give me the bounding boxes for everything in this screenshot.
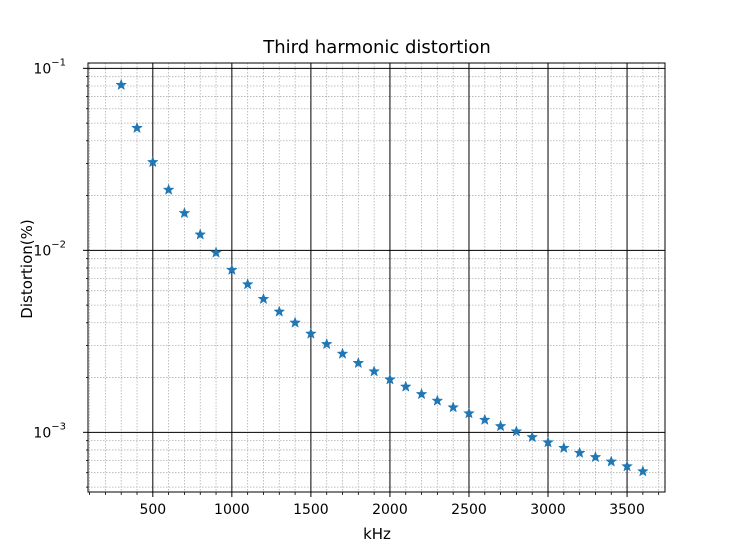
y-tick-label: 10−2 xyxy=(33,239,66,259)
x-tick-label: 3500 xyxy=(609,502,645,518)
data-point xyxy=(478,413,491,425)
x-tick-label: 2000 xyxy=(372,502,408,518)
data-point xyxy=(384,373,396,385)
data-point xyxy=(241,278,254,290)
data-point xyxy=(210,246,222,258)
y-axis-label: Distortion(%) xyxy=(18,219,36,318)
data-point xyxy=(368,365,381,377)
data-point xyxy=(225,263,238,276)
data-point xyxy=(336,347,349,359)
data-point xyxy=(542,436,554,448)
data-point xyxy=(573,446,586,459)
data-point xyxy=(194,228,207,240)
y-tick-label: 10−3 xyxy=(33,421,66,441)
data-point xyxy=(636,465,649,477)
plot-area: 500 1000 1500 2000 2500 3000 3500 10−1 10−2 10−3 xyxy=(33,57,666,518)
data-point xyxy=(289,316,302,328)
x-tick-label: 1000 xyxy=(214,502,250,518)
data-point xyxy=(257,292,270,305)
data-point xyxy=(320,337,333,350)
plot-frame xyxy=(87,62,666,493)
data-point xyxy=(162,183,175,195)
data-point xyxy=(463,407,475,419)
x-tick-label: 1500 xyxy=(293,502,329,518)
x-tick-label: 500 xyxy=(139,502,166,518)
data-point xyxy=(526,431,539,443)
data-point xyxy=(178,206,191,219)
data-point xyxy=(447,401,460,413)
data-point xyxy=(415,387,428,400)
data-point xyxy=(399,380,412,392)
data-point xyxy=(494,420,507,432)
data-point xyxy=(589,450,602,463)
data-point xyxy=(510,425,523,437)
chart-title: Third harmonic distortion xyxy=(262,37,491,58)
data-point xyxy=(621,460,633,472)
y-tick-label: 10−1 xyxy=(33,57,66,77)
data-point xyxy=(605,455,618,467)
data-point xyxy=(115,78,128,91)
x-tick-label: 3000 xyxy=(530,502,566,518)
x-tick-label: 2500 xyxy=(451,502,487,518)
data-point xyxy=(304,327,317,339)
data-point xyxy=(146,155,159,168)
data-point xyxy=(557,441,570,454)
x-axis-label: kHz xyxy=(363,525,391,543)
data-point xyxy=(431,394,444,406)
data-point xyxy=(131,121,143,134)
data-point xyxy=(352,356,365,369)
data-point xyxy=(273,305,286,317)
